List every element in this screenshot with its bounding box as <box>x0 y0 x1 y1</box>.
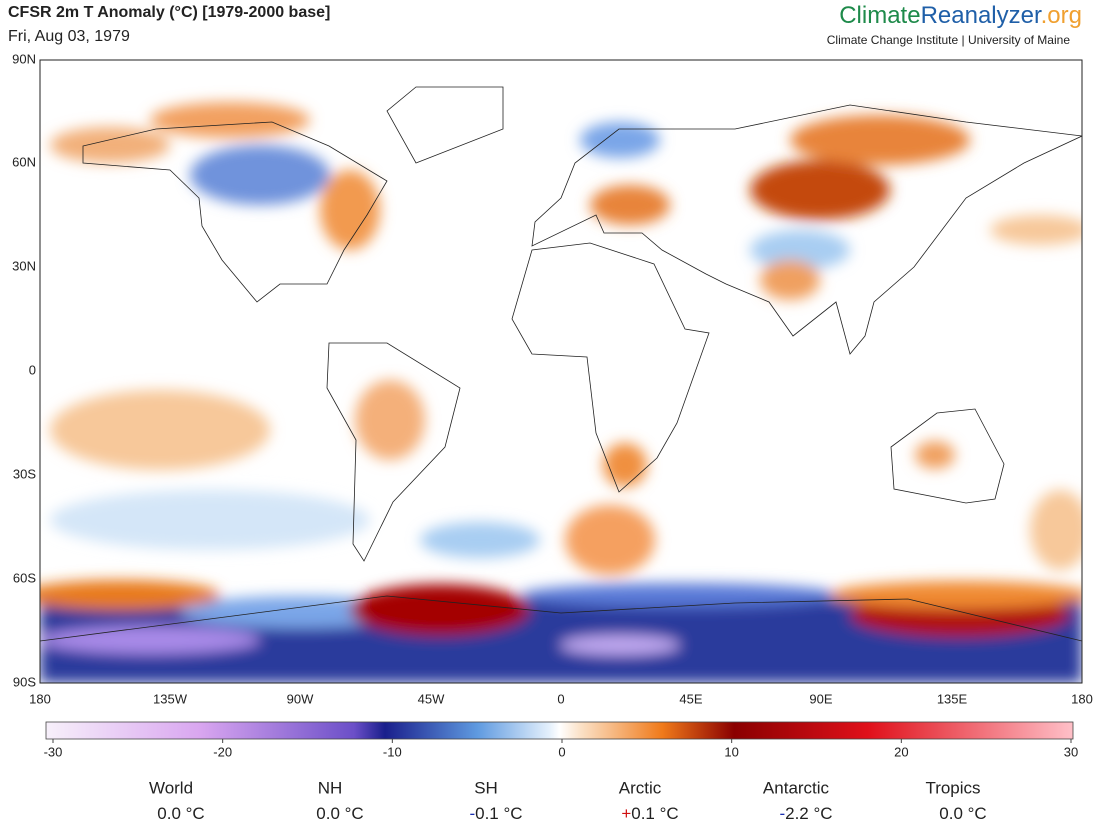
map-frame <box>39 59 1083 684</box>
lon-label: 180 <box>1071 691 1093 706</box>
stat-region: Antarctic <box>763 778 830 797</box>
stat-number: 0.0 °C <box>157 804 204 823</box>
lat-label: 90N <box>12 51 36 66</box>
brand-part: Reanalyzer <box>921 2 1042 29</box>
stat-number: 0.0 °C <box>316 804 363 823</box>
date: Fri, Aug 03, 1979 <box>8 28 130 45</box>
brand-part: .org <box>1041 2 1082 29</box>
lat-label: 90S <box>13 674 36 689</box>
colorbar-tick-label: -10 <box>383 744 402 759</box>
stat-region: SH <box>474 778 498 797</box>
stat-sign: - <box>469 804 475 823</box>
lon-label: 135E <box>937 691 968 706</box>
lon-label: 90W <box>287 691 314 706</box>
stat-value: 0.0 °C <box>157 804 204 823</box>
stat-sign: + <box>621 804 631 823</box>
stat-region: Arctic <box>619 778 662 797</box>
colorbar-tick-label: -20 <box>213 744 232 759</box>
colorbar-ticks: -30 -20 -10 0 10 20 30 <box>44 739 1078 759</box>
anomaly-field <box>40 60 1082 683</box>
lon-label: 135W <box>153 691 188 706</box>
brand: ClimateReanalyzer.org <box>839 2 1082 29</box>
stat-value: -2.2 °C <box>779 804 832 823</box>
colorbar <box>45 721 1074 740</box>
stat-region: NH <box>318 778 343 797</box>
colorbar-tick-label: 10 <box>724 744 738 759</box>
stat-number: 0.0 °C <box>939 804 986 823</box>
stat-value: 0.0 °C <box>939 804 986 823</box>
lat-label: 60N <box>12 154 36 169</box>
stat-number: 0.1 °C <box>475 804 522 823</box>
stat-sign: - <box>779 804 785 823</box>
lat-label: 0 <box>29 362 36 377</box>
stat-value: 0.0 °C <box>316 804 363 823</box>
lon-label: 45W <box>418 691 445 706</box>
colorbar-tick-label: 0 <box>558 744 565 759</box>
title: CFSR 2m T Anomaly (°C) [1979-2000 base] <box>8 4 330 21</box>
lat-labels: 90N 60N 30N 0 30S 60S 90S <box>12 51 36 689</box>
colorbar-tick-label: -30 <box>44 744 63 759</box>
lat-label: 30S <box>13 466 36 481</box>
lon-label: 90E <box>809 691 832 706</box>
stat-number: 2.2 °C <box>785 804 832 823</box>
stat-region: Tropics <box>925 778 980 797</box>
lon-labels: 180 135W 90W 45W 0 45E 90E 135E 180 <box>29 691 1093 706</box>
stat-value: -0.1 °C <box>469 804 522 823</box>
colorbar-tick-label: 30 <box>1064 744 1078 759</box>
colorbar-tick-label: 20 <box>894 744 908 759</box>
stat-value: +0.1 °C <box>621 804 678 823</box>
lat-label: 60S <box>13 570 36 585</box>
stat-region: World <box>149 778 193 797</box>
lon-label: 180 <box>29 691 51 706</box>
stat-number: 0.1 °C <box>631 804 678 823</box>
brand-subtitle: Climate Change Institute | University of… <box>827 33 1071 47</box>
lon-label: 45E <box>679 691 702 706</box>
brand-part: Climate <box>839 2 920 29</box>
lon-label: 0 <box>557 691 564 706</box>
lat-label: 30N <box>12 258 36 273</box>
